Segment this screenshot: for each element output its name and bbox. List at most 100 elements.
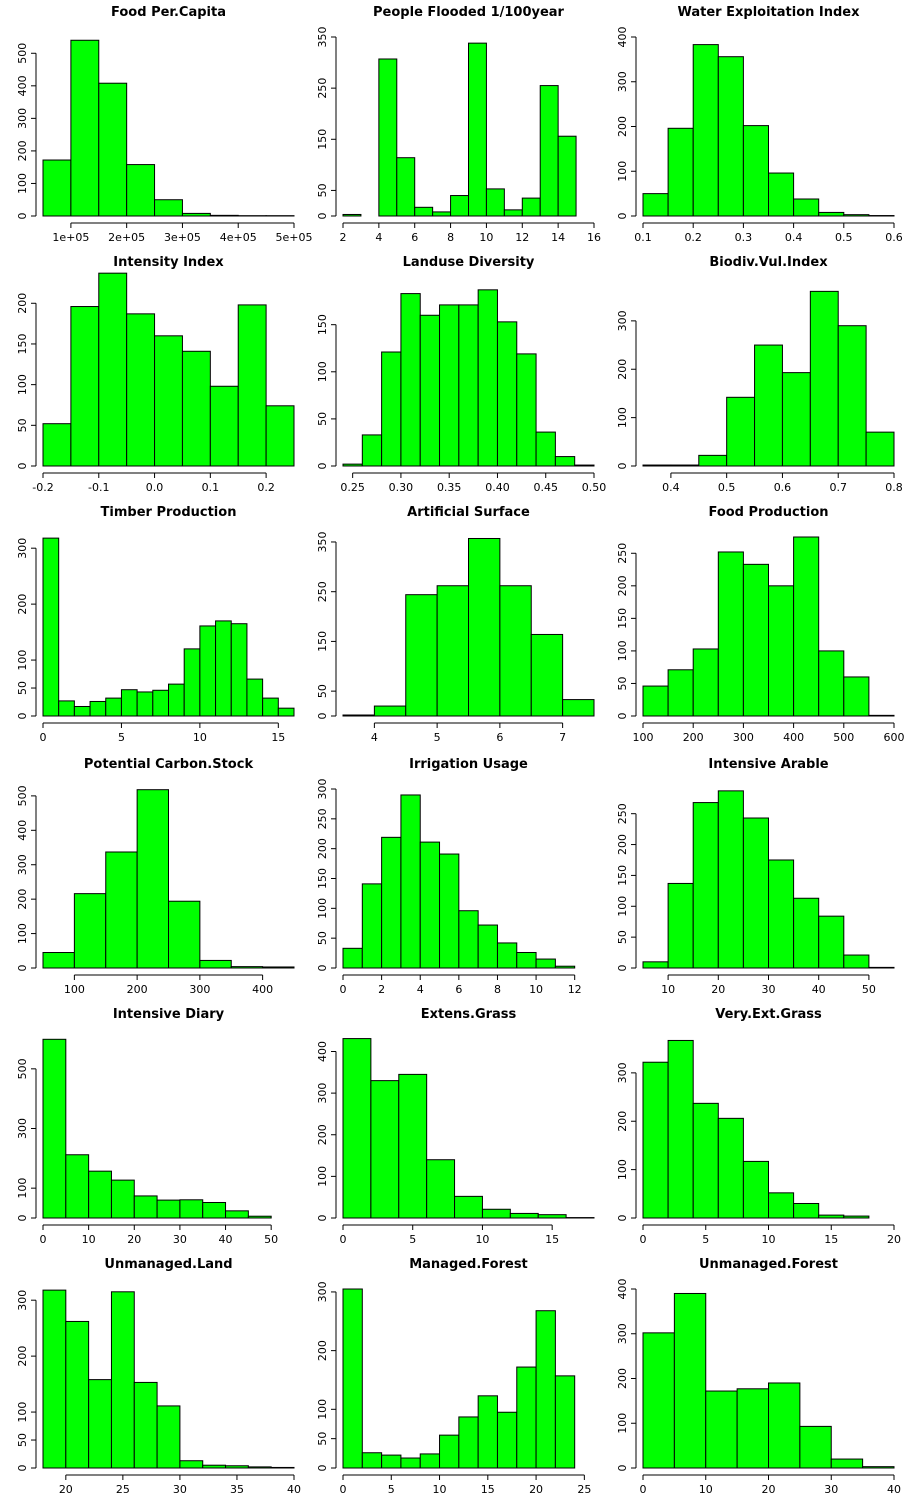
histogram-bar <box>450 195 470 217</box>
chart-title: Food Production <box>708 505 828 520</box>
y-tick-label: 0 <box>316 965 329 972</box>
chart-title: Intensive Arable <box>708 757 828 772</box>
y-tick-label: 0 <box>16 1215 29 1222</box>
x-tick-label: 10 <box>529 983 543 996</box>
histogram-bar <box>539 85 559 217</box>
histogram-bar <box>667 127 694 217</box>
histogram-bar <box>136 691 154 717</box>
histogram-bar <box>246 678 264 717</box>
y-tick-label: 100 <box>16 1178 29 1199</box>
histogram-bar <box>496 321 518 467</box>
x-tick-label: 0.40 <box>485 481 510 494</box>
y-tick-label: 0 <box>616 213 629 220</box>
histogram-bar <box>225 1210 249 1219</box>
x-tick-label: 6 <box>411 231 418 244</box>
y-tick-label: 100 <box>16 173 29 194</box>
x-tick-label: 20 <box>711 983 725 996</box>
y-tick-label: 0 <box>616 1465 629 1472</box>
histogram-bar <box>400 794 421 969</box>
histogram-bar <box>42 952 75 969</box>
histogram-bar <box>88 1379 112 1469</box>
x-tick-label: 15 <box>271 731 285 744</box>
histogram-bar <box>742 563 770 717</box>
histogram-bar <box>168 683 185 717</box>
x-tick-label: 25 <box>577 1483 591 1496</box>
histogram-bar <box>818 1214 845 1219</box>
x-tick-label: 0.5 <box>718 481 736 494</box>
chart-title: Very.Ext.Grass <box>715 1007 822 1022</box>
histogram-bar <box>481 1208 511 1219</box>
histogram-bar <box>642 961 669 969</box>
histogram-bar <box>667 669 694 717</box>
histogram-bar <box>405 594 438 717</box>
y-tick-label: 50 <box>316 1432 329 1446</box>
y-tick-label: 100 <box>316 898 329 919</box>
x-tick-label: 0.3 <box>735 231 753 244</box>
histogram-bar <box>574 464 595 467</box>
y-tick-label: 400 <box>16 820 29 841</box>
x-tick-label: 5 <box>118 731 125 744</box>
histogram-bar <box>554 1375 576 1469</box>
y-tick-label: 400 <box>616 27 629 48</box>
histogram-bar <box>670 464 700 467</box>
histogram-bar <box>181 350 211 467</box>
x-tick-label: 20 <box>127 1233 141 1246</box>
x-tick-label: 10 <box>479 231 493 244</box>
histogram-bar <box>42 1289 67 1469</box>
chart-title: People Flooded 1/100year <box>373 5 565 20</box>
x-tick-label: 0.7 <box>829 481 847 494</box>
chart-title: Intensive Diary <box>113 1007 225 1022</box>
x-tick-label: 20 <box>887 1233 901 1246</box>
histogram-bar <box>381 1454 402 1469</box>
histogram-bar <box>458 304 479 467</box>
y-tick-label: 100 <box>16 923 29 944</box>
y-tick-label: 300 <box>616 1062 629 1083</box>
histogram-bar <box>237 304 267 467</box>
y-tick-label: 150 <box>16 333 29 354</box>
histogram-bar <box>400 1457 421 1469</box>
histogram-bar <box>342 1288 363 1469</box>
histogram-panel: Biodiv.Vul.Index 0.4 0.5 0.6 0.7 0.8 0 100 200 30… <box>616 255 903 494</box>
histogram-bar <box>516 353 537 467</box>
y-tick-label: 50 <box>616 930 629 944</box>
chart-title: Food Per.Capita <box>111 5 226 20</box>
chart-title: Biodiv.Vul.Index <box>709 255 828 270</box>
histogram-bar <box>642 685 669 717</box>
x-tick-label: 12 <box>515 231 529 244</box>
histogram-bar <box>126 164 156 217</box>
y-tick-label: 0 <box>316 1215 329 1222</box>
histogram-bar <box>42 537 60 717</box>
histogram-bar <box>168 900 201 969</box>
histogram-bar <box>554 456 576 467</box>
y-tick-label: 50 <box>316 931 329 945</box>
histogram-bar <box>768 859 795 969</box>
x-tick-label: 40 <box>887 1483 901 1496</box>
x-tick-label: 0 <box>340 1483 347 1496</box>
histogram-bar <box>419 1453 441 1469</box>
x-tick-label: 0.8 <box>885 481 903 494</box>
histogram-bar <box>398 1073 428 1219</box>
histogram-bar <box>120 689 138 717</box>
histogram-bar <box>98 272 128 467</box>
x-tick-label: 200 <box>127 983 148 996</box>
x-tick-label: 100 <box>64 983 85 996</box>
x-tick-label: 0.35 <box>437 481 462 494</box>
y-tick-label: 400 <box>16 75 29 96</box>
x-tick-label: 40 <box>219 1233 233 1246</box>
y-tick-label: 300 <box>16 1118 29 1139</box>
y-tick-label: 150 <box>316 129 329 150</box>
x-tick-label: 0.1 <box>202 481 220 494</box>
y-tick-label: 300 <box>316 779 329 800</box>
histogram-bar <box>468 42 487 217</box>
x-tick-label: 16 <box>587 231 601 244</box>
histogram-bar <box>65 1320 90 1469</box>
chart-title: Unmanaged.Forest <box>699 1257 838 1272</box>
x-tick-label: 0.1 <box>634 231 652 244</box>
x-tick-label: 20 <box>762 1483 776 1496</box>
y-tick-label: 200 <box>616 1368 629 1389</box>
histogram-bar <box>485 188 505 217</box>
histogram-bar <box>818 211 845 217</box>
histogram-panel: Unmanaged.Land 20 25 30 35 40 0 50 100 200 300 <box>16 1257 301 1496</box>
histogram-bar <box>342 714 375 717</box>
x-tick-label: 4 <box>417 983 424 996</box>
